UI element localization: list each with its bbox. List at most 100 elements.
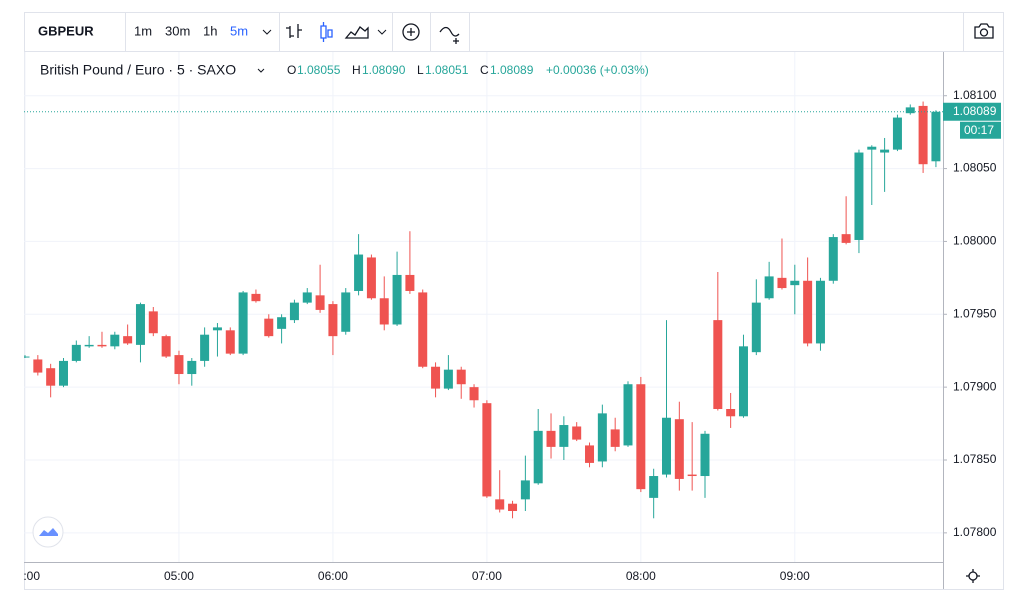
countdown-box	[960, 121, 1001, 139]
candle-body	[33, 359, 43, 373]
ohlc-value: 1.08055	[297, 63, 341, 77]
x-tick-label: 09:00	[780, 569, 810, 583]
snapshot-icon[interactable]	[974, 23, 994, 39]
ohlc-letter: O	[287, 63, 296, 77]
x-tick-label: 06:00	[318, 569, 348, 583]
candle-body	[379, 298, 389, 325]
candle-body	[815, 280, 825, 344]
candle-body	[892, 117, 902, 150]
candle-body	[200, 334, 210, 361]
symbol[interactable]: GBPEUR	[38, 23, 94, 38]
candle-body	[726, 409, 736, 417]
ohlc-value: 1.08089	[490, 63, 534, 77]
candle-body	[187, 360, 197, 375]
interval[interactable]: 30m	[165, 23, 190, 38]
bars-icon[interactable]	[286, 24, 302, 38]
candle-body	[610, 429, 620, 447]
candle-body	[251, 293, 261, 302]
candle-body	[508, 503, 518, 511]
candle-body	[803, 280, 813, 344]
snapshot-lens	[979, 28, 989, 37]
y-tick-label: 1.07950	[953, 306, 997, 320]
candle-body	[559, 425, 569, 447]
candle-body	[828, 237, 838, 281]
candle-body	[354, 254, 364, 291]
candle-body	[687, 474, 697, 477]
candle-body	[84, 344, 94, 347]
candle-body	[597, 413, 607, 462]
ohlc-value: 1.08090	[362, 63, 406, 77]
candle-body	[751, 302, 761, 353]
candle-body	[713, 320, 723, 409]
candle-body	[148, 311, 158, 334]
x-tick-label: 04:00	[10, 569, 40, 583]
candle-body	[623, 384, 633, 446]
candle-body	[482, 403, 492, 497]
candles-icon[interactable]	[320, 22, 333, 42]
candle-body	[572, 426, 582, 440]
indicators-icon[interactable]	[439, 26, 460, 45]
candle-body	[520, 480, 530, 500]
x-tick-label: 08:00	[626, 569, 656, 583]
settings-spokes	[966, 569, 980, 583]
frame	[24, 12, 1004, 590]
last-price-box	[943, 102, 1001, 121]
candle-body	[392, 274, 402, 325]
x-tick-label: 07:00	[472, 569, 502, 583]
countdown: 00:17	[964, 123, 994, 137]
candle-body	[738, 346, 748, 417]
candle-body	[97, 344, 107, 347]
candle-body	[533, 430, 543, 484]
candle-body	[456, 369, 466, 385]
area-icon[interactable]	[344, 26, 369, 39]
x-tick-label: 05:00	[164, 569, 194, 583]
ohlc-letter: C	[480, 63, 489, 77]
candle-body	[854, 152, 864, 240]
candle-body	[918, 105, 928, 165]
candle-body	[636, 384, 646, 490]
interval-active[interactable]: 5m	[230, 23, 248, 38]
candle-body	[289, 302, 299, 321]
candle-body	[161, 336, 171, 357]
plot: 04:00 05:00 06:00 07:00 08:00 09:00	[10, 52, 943, 583]
candle-body	[46, 368, 56, 386]
candle-body	[328, 304, 338, 337]
interval[interactable]: 1h	[203, 23, 217, 38]
interval-menu[interactable]	[262, 29, 272, 35]
y-tick-label: 1.08100	[953, 88, 997, 102]
ohlc-letter: L	[417, 63, 424, 77]
candle-body	[649, 476, 659, 498]
candle-body	[277, 317, 287, 329]
candle-body	[585, 445, 595, 463]
logo-icon	[39, 528, 58, 536]
candle-body	[700, 433, 710, 477]
compare-plus	[407, 28, 415, 36]
candle-body	[880, 149, 890, 153]
candle-body	[135, 304, 145, 345]
last-price-label: 1.08089	[953, 104, 997, 118]
candle-body	[905, 107, 915, 114]
candle-body	[443, 369, 453, 389]
candle-body	[931, 111, 941, 162]
y-tick-label: 1.07900	[953, 379, 997, 393]
candle-body	[212, 327, 222, 331]
y-tick-label: 1.07800	[953, 525, 997, 539]
candle-body	[341, 292, 351, 332]
candle-body	[405, 274, 415, 291]
candle-body	[71, 344, 81, 361]
candle-body	[110, 334, 120, 347]
compare-icon[interactable]	[402, 23, 420, 41]
instrument[interactable]: British Pound / Euro · 5 · SAXO	[40, 62, 236, 78]
candle-body	[174, 355, 184, 375]
y-tick-label: 1.08050	[953, 161, 997, 175]
change: +0.00036 (+0.03%)	[546, 63, 649, 77]
candle-body	[431, 366, 441, 389]
instrument-menu[interactable]	[257, 68, 265, 73]
style-menu[interactable]	[377, 29, 387, 35]
candle-body	[546, 430, 556, 447]
interval[interactable]: 1m	[134, 23, 152, 38]
logo-button[interactable]	[32, 516, 64, 548]
candle-body	[58, 360, 68, 386]
